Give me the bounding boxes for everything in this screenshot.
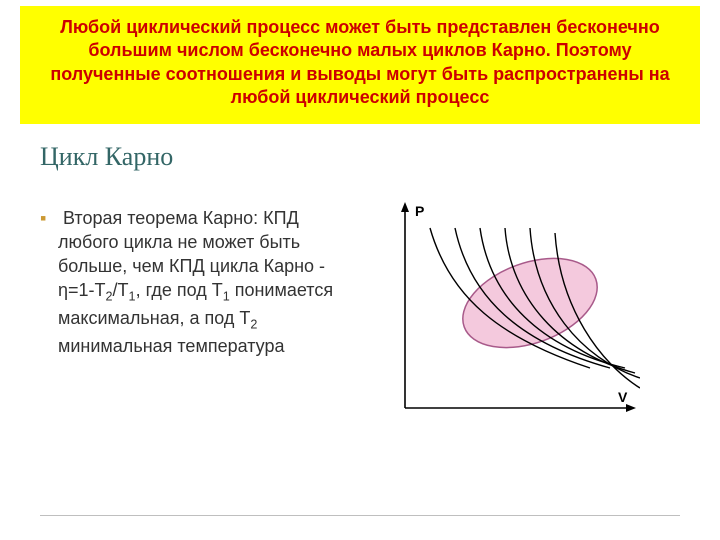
pv-diagram: PV bbox=[360, 188, 640, 438]
theorem-bullet: Вторая теорема Карно: КПД любого цикла н… bbox=[40, 206, 340, 358]
footer-divider bbox=[40, 515, 680, 516]
carnot-diagram-container: PV bbox=[340, 188, 680, 448]
axis-label-p: P bbox=[415, 203, 424, 219]
highlight-banner: Любой циклический процесс может быть пре… bbox=[20, 6, 700, 124]
page-title: Цикл Карно bbox=[40, 142, 720, 172]
theorem-text-column: Вторая теорема Карно: КПД любого цикла н… bbox=[40, 188, 340, 358]
axis-label-v: V bbox=[618, 389, 628, 405]
theorem-text: Вторая теорема Карно: КПД любого цикла н… bbox=[58, 208, 333, 356]
content-row: Вторая теорема Карно: КПД любого цикла н… bbox=[0, 178, 720, 448]
